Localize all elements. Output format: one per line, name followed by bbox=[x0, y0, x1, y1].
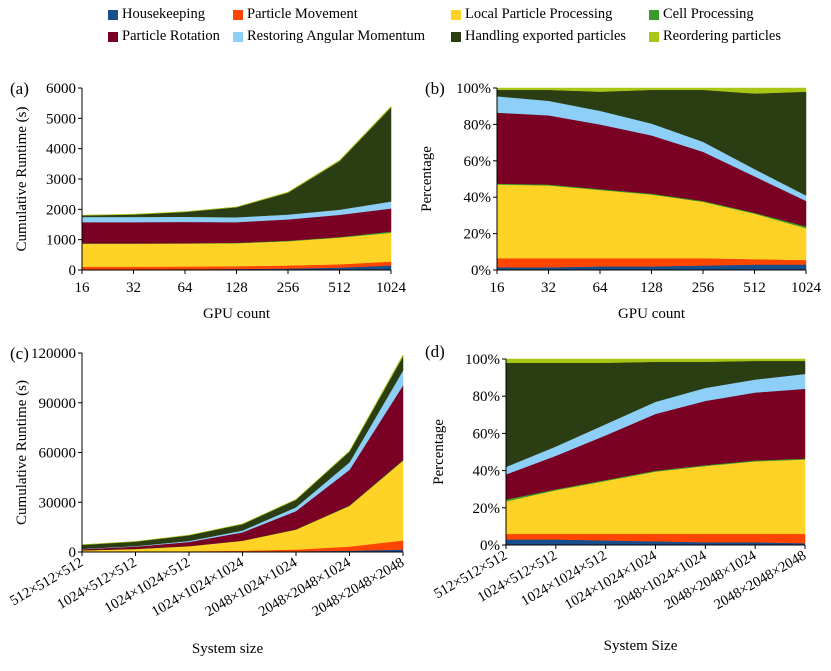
x-tick-label: 16 bbox=[490, 280, 506, 296]
legend-item: Local Particle Processing bbox=[451, 6, 612, 23]
panel-c-chart: 0300006000090000120000512×512×5121024×51… bbox=[7, 344, 407, 657]
legend-item: Restoring Angular Momentum bbox=[233, 28, 425, 45]
panel-label: (b) bbox=[425, 79, 445, 98]
x-tick-label: 1024×1024×1024 bbox=[149, 554, 247, 620]
legend-label: Reordering particles bbox=[663, 28, 781, 44]
legend-swatch bbox=[451, 31, 461, 42]
legend-item: Particle Rotation bbox=[108, 28, 220, 45]
y-tick-label: 40% bbox=[464, 190, 492, 206]
legend-swatch bbox=[649, 9, 659, 20]
y-axis-title: Cumulative Runtime (s) bbox=[14, 380, 30, 525]
legend-item: Cell Processing bbox=[649, 6, 754, 23]
y-tick-label: 90000 bbox=[39, 396, 77, 412]
y-tick-label: 120000 bbox=[31, 346, 76, 362]
x-tick-label: 256 bbox=[277, 280, 300, 296]
panel-label: (d) bbox=[425, 342, 445, 361]
y-tick-label: 2000 bbox=[46, 202, 76, 218]
legend-swatch bbox=[233, 31, 243, 42]
x-tick-label: 512 bbox=[328, 280, 351, 296]
panel-label: (a) bbox=[10, 79, 29, 98]
x-tick-label: 64 bbox=[593, 280, 609, 296]
legend-label: Local Particle Processing bbox=[465, 6, 613, 22]
legend-swatch bbox=[233, 9, 243, 20]
legend-swatch bbox=[108, 9, 118, 20]
x-tick-label: 2048×2048×1024 bbox=[256, 554, 354, 620]
y-tick-label: 4000 bbox=[46, 142, 76, 158]
x-tick-label: 16 bbox=[75, 280, 91, 296]
y-tick-label: 1000 bbox=[46, 233, 76, 249]
y-tick-label: 100% bbox=[456, 81, 491, 97]
legend-item: Reordering particles bbox=[649, 28, 781, 45]
x-tick-label: 32 bbox=[541, 280, 556, 296]
legend-swatch bbox=[451, 9, 461, 20]
y-tick-label: 20% bbox=[473, 501, 501, 517]
x-tick-label: 256 bbox=[692, 280, 715, 296]
x-axis-title: System size bbox=[192, 641, 264, 657]
y-tick-label: 0 bbox=[69, 545, 77, 561]
area-reordering-particles bbox=[81, 353, 404, 546]
area-reordering-particles bbox=[81, 105, 392, 216]
x-tick-label: 2048×1024×1024 bbox=[202, 554, 300, 620]
y-axis-title: Percentage bbox=[431, 419, 447, 485]
legend-label: Housekeeping bbox=[122, 6, 205, 22]
y-tick-label: 80% bbox=[473, 389, 501, 405]
chart-legend: Housekeeping Particle Movement Local Parti… bbox=[0, 0, 831, 60]
panel-label: (c) bbox=[10, 344, 29, 363]
legend-label: Cell Processing bbox=[663, 6, 754, 22]
legend-label: Restoring Angular Momentum bbox=[247, 28, 426, 44]
y-tick-label: 60% bbox=[473, 426, 501, 442]
legend-item: Housekeeping bbox=[108, 6, 205, 23]
y-tick-label: 0% bbox=[471, 263, 491, 279]
x-tick-label: 128 bbox=[640, 280, 663, 296]
legend-item: Particle Movement bbox=[233, 6, 358, 23]
x-axis-title: GPU count bbox=[618, 306, 686, 322]
legend-label: Handling exported particles bbox=[465, 28, 627, 44]
x-axis-title: GPU count bbox=[203, 306, 271, 322]
x-tick-label: 2048×2048×2048 bbox=[309, 555, 407, 621]
y-tick-label: 80% bbox=[464, 117, 492, 133]
x-tick-label: 1024 bbox=[376, 280, 407, 296]
y-axis-title: Percentage bbox=[419, 146, 435, 212]
legend-label: Particle Rotation bbox=[122, 28, 220, 44]
x-tick-label: 1024 bbox=[791, 280, 822, 296]
y-tick-label: 5000 bbox=[46, 111, 76, 127]
y-tick-label: 0 bbox=[69, 263, 77, 279]
x-tick-label: 64 bbox=[178, 280, 194, 296]
y-tick-label: 0% bbox=[480, 538, 500, 554]
y-tick-label: 20% bbox=[464, 227, 492, 243]
area-handling-exported-particles bbox=[81, 106, 392, 218]
panel-b-chart: 0% 20% 40% 60% 80% 100% 16 32 64 128 256 512 1024 GPU… bbox=[419, 79, 822, 322]
legend-swatch bbox=[649, 31, 659, 42]
x-tick-label: 128 bbox=[225, 280, 248, 296]
legend-item: Handling exported particles bbox=[451, 28, 626, 45]
y-tick-label: 100% bbox=[465, 352, 500, 368]
area-reordering-particles bbox=[505, 358, 806, 363]
panel-d-chart: 0%20%40%60%80%100%512×512×5121024×512×51… bbox=[425, 342, 809, 654]
y-tick-label: 60000 bbox=[39, 446, 77, 462]
area-reordering-particles bbox=[496, 87, 807, 94]
y-tick-label: 60% bbox=[464, 154, 492, 170]
y-tick-label: 30000 bbox=[39, 495, 77, 511]
legend-label: Particle Movement bbox=[247, 6, 358, 22]
x-tick-label: 512 bbox=[743, 280, 766, 296]
y-tick-label: 6000 bbox=[46, 81, 76, 97]
y-tick-label: 40% bbox=[473, 464, 501, 480]
panel-a-chart: 0 1000 2000 3000 4000 5000 6000 16 32 64 128 256 512… bbox=[10, 79, 407, 322]
x-tick-label: 32 bbox=[126, 280, 141, 296]
x-axis-title: System Size bbox=[604, 638, 678, 654]
legend-swatch bbox=[108, 31, 118, 42]
y-tick-label: 3000 bbox=[46, 172, 76, 188]
y-axis-title: Cumulative Runtime (s) bbox=[14, 107, 30, 252]
